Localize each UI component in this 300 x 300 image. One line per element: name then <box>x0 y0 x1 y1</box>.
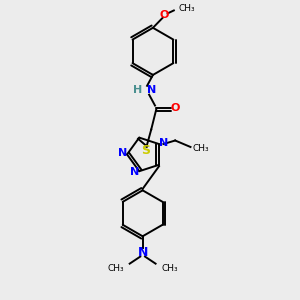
Text: CH₃: CH₃ <box>179 4 196 14</box>
Text: N: N <box>137 246 148 259</box>
Text: CH₃: CH₃ <box>107 265 124 274</box>
Text: N: N <box>159 138 168 148</box>
Text: H: H <box>133 85 142 95</box>
Text: CH₃: CH₃ <box>161 265 178 274</box>
Text: N: N <box>130 167 139 177</box>
Text: O: O <box>159 11 169 20</box>
Text: S: S <box>141 144 150 158</box>
Text: N: N <box>118 148 127 158</box>
Text: O: O <box>170 103 179 113</box>
Text: N: N <box>147 85 156 95</box>
Text: CH₃: CH₃ <box>192 144 209 153</box>
